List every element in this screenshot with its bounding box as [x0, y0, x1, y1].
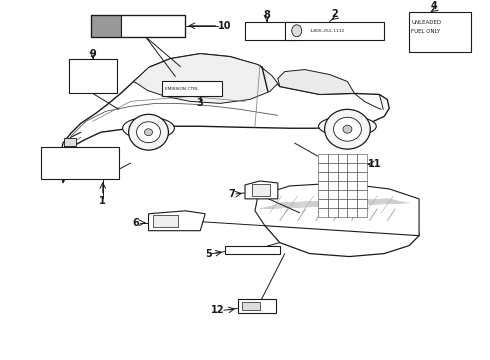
Bar	[318, 163, 327, 172]
Bar	[318, 172, 327, 181]
Polygon shape	[134, 54, 278, 103]
Text: 11: 11	[368, 159, 381, 169]
Bar	[338, 181, 347, 190]
Text: 1: 1	[99, 196, 106, 206]
Bar	[318, 199, 327, 208]
Bar	[347, 163, 357, 172]
Text: 7: 7	[229, 189, 235, 199]
Text: UNLEADED: UNLEADED	[411, 20, 441, 25]
Bar	[318, 208, 327, 217]
Text: 12: 12	[211, 305, 225, 315]
Bar	[91, 15, 121, 37]
Bar	[347, 172, 357, 181]
Polygon shape	[61, 54, 389, 183]
Bar	[357, 172, 368, 181]
Bar	[238, 299, 276, 313]
Text: 6: 6	[132, 218, 139, 228]
Polygon shape	[245, 181, 278, 199]
Polygon shape	[193, 89, 208, 96]
Bar	[347, 208, 357, 217]
Polygon shape	[255, 183, 419, 236]
Ellipse shape	[318, 116, 376, 136]
Bar	[347, 190, 357, 199]
Bar	[327, 181, 338, 190]
Bar	[163, 81, 222, 96]
Bar	[242, 302, 260, 310]
Bar	[357, 163, 368, 172]
Bar	[338, 190, 347, 199]
Text: 1-800-252-1112: 1-800-252-1112	[310, 29, 345, 33]
Bar	[121, 15, 185, 37]
Bar	[327, 190, 338, 199]
Text: 9: 9	[90, 49, 96, 59]
Text: 8: 8	[264, 10, 270, 20]
Polygon shape	[278, 69, 354, 94]
Bar	[225, 246, 280, 253]
Text: EMISSION CTRL: EMISSION CTRL	[166, 87, 199, 91]
Bar	[357, 208, 368, 217]
Bar	[409, 12, 471, 51]
Bar	[338, 199, 347, 208]
Bar	[318, 190, 327, 199]
Bar	[252, 184, 270, 196]
Bar	[357, 181, 368, 190]
Bar	[327, 199, 338, 208]
Bar	[41, 147, 119, 179]
Ellipse shape	[324, 109, 370, 149]
Text: 2: 2	[331, 9, 338, 19]
Ellipse shape	[334, 117, 362, 141]
Bar	[357, 199, 368, 208]
Bar	[347, 154, 357, 163]
Bar	[64, 138, 76, 146]
Text: 3: 3	[197, 98, 204, 108]
Text: FUEL ONLY: FUEL ONLY	[411, 29, 440, 34]
Ellipse shape	[122, 117, 174, 139]
Bar	[318, 154, 327, 163]
Bar	[357, 154, 368, 163]
Bar	[357, 190, 368, 199]
Bar	[327, 208, 338, 217]
Bar	[69, 59, 117, 94]
Ellipse shape	[137, 122, 160, 143]
Bar	[327, 163, 338, 172]
Bar	[285, 22, 384, 40]
Bar	[327, 172, 338, 181]
Bar	[91, 15, 185, 37]
Bar	[338, 208, 347, 217]
Bar	[338, 172, 347, 181]
Bar	[347, 199, 357, 208]
Text: 4: 4	[431, 1, 438, 11]
Ellipse shape	[343, 125, 352, 133]
Ellipse shape	[145, 129, 152, 136]
Bar	[347, 181, 357, 190]
Bar	[153, 215, 178, 227]
Polygon shape	[148, 211, 205, 231]
Ellipse shape	[128, 114, 169, 150]
Bar	[245, 22, 297, 40]
Bar	[338, 154, 347, 163]
Bar	[327, 154, 338, 163]
Text: 5: 5	[205, 248, 212, 258]
Polygon shape	[265, 203, 419, 257]
Bar	[338, 163, 347, 172]
Text: 10: 10	[219, 21, 232, 31]
Bar	[318, 181, 327, 190]
Ellipse shape	[292, 25, 302, 37]
